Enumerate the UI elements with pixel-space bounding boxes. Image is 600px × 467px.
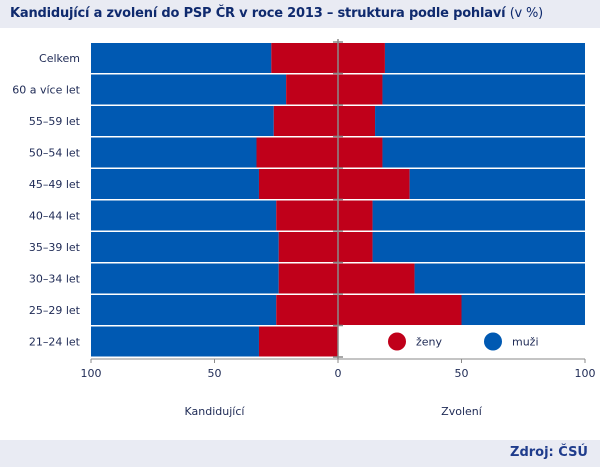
category-labels: Celkem 60 a více let 55–59 let 50–54 let 45–… [12,52,80,349]
bar-kandidujici-muzi-3 [91,137,257,168]
bar-kandidujici-zeny-2 [273,106,338,136]
bars-kandidujici [91,43,338,357]
category-label-2: 55–59 let [29,115,81,128]
bar-kandidujici-zeny-9 [258,326,338,357]
title-bar: Kandidující a zvolení do PSP ČR v roce 2… [0,0,600,28]
axis-title-zvoleni: Zvolení [441,405,483,418]
bar-zvoleni-muzi-0 [384,43,585,73]
bar-kandidujici-muzi-0 [91,43,272,73]
bar-zvoleni-muzi-4 [409,169,585,199]
bar-zvoleni-muzi-2 [375,106,585,136]
bar-zvoleni-zeny-5 [338,200,373,231]
x-tick-label-3: 50 [455,367,469,380]
bar-kandidujici-muzi-2 [91,106,274,136]
category-label-9: 21–24 let [29,336,81,349]
bar-kandidujici-muzi-4 [91,169,259,199]
category-label-5: 40–44 let [29,210,81,223]
category-label-3: 50–54 let [29,147,81,160]
bar-zvoleni-muzi-8 [461,295,585,325]
bar-zvoleni-muzi-7 [414,263,585,294]
legend-label-1: muži [512,336,539,349]
bar-zvoleni-zeny-3 [338,137,383,168]
bar-kandidujici-muzi-6 [91,232,279,262]
bar-kandidujici-zeny-8 [276,295,338,325]
category-label-1: 60 a více let [12,84,80,97]
bar-kandidujici-muzi-7 [91,263,279,294]
chart-title: Kandidující a zvolení do PSP ČR v roce 2… [10,6,543,21]
bar-kandidujici-zeny-5 [276,200,338,231]
legend-label-0: ženy [416,336,443,349]
category-label-6: 35–39 let [29,241,81,254]
bar-kandidujici-zeny-4 [258,169,338,199]
axis-title-kandidujici: Kandidující [185,405,246,418]
bar-zvoleni-zeny-4 [338,169,410,199]
chart-title-text: Kandidující a zvolení do PSP ČR v roce 2… [10,6,506,21]
bar-kandidujici-zeny-7 [278,263,338,294]
category-label-0: Celkem [39,52,80,65]
category-label-7: 30–34 let [29,273,81,286]
bar-zvoleni-zeny-2 [338,106,376,136]
x-axis: 100 50 0 50 100 Kandidující Zvolení [81,39,596,418]
bar-zvoleni-zeny-7 [338,263,415,294]
bar-kandidujici-zeny-3 [256,137,338,168]
bar-zvoleni-zeny-6 [338,232,373,262]
footer-bar: Zdroj: ČSÚ [0,440,600,467]
legend-swatch-1 [484,332,502,351]
bar-kandidujici-muzi-8 [91,295,277,325]
bar-zvoleni-muzi-3 [382,137,585,168]
bar-kandidujici-muzi-5 [91,200,277,231]
bar-kandidujici-zeny-1 [286,74,338,105]
bar-kandidujici-muzi-1 [91,74,287,105]
x-tick-label-4: 100 [575,367,596,380]
bar-zvoleni-muzi-6 [372,232,585,262]
legend: ženy muži [388,332,539,351]
bars-zvoleni [338,43,585,325]
source-label: Zdroj: ČSÚ [510,445,588,460]
bar-zvoleni-muzi-5 [372,200,585,231]
bar-zvoleni-muzi-1 [382,74,585,105]
legend-swatch-0 [388,332,406,351]
x-tick-label-1: 50 [208,367,222,380]
bar-kandidujici-zeny-0 [271,43,338,73]
category-label-4: 45–49 let [29,178,81,191]
chart-title-unit: (v %) [509,6,544,21]
bar-zvoleni-zeny-1 [338,74,383,105]
x-tick-label-2: 0 [335,367,342,380]
bar-kandidujici-muzi-9 [91,326,259,357]
category-label-8: 25–29 let [29,304,81,317]
bar-zvoleni-zeny-8 [338,295,462,325]
pyramid-chart: Celkem 60 a více let 55–59 let 50–54 let 45–… [12,39,596,418]
x-tick-label-0: 100 [81,367,102,380]
bar-zvoleni-zeny-0 [338,43,385,73]
bar-kandidujici-zeny-6 [278,232,338,262]
